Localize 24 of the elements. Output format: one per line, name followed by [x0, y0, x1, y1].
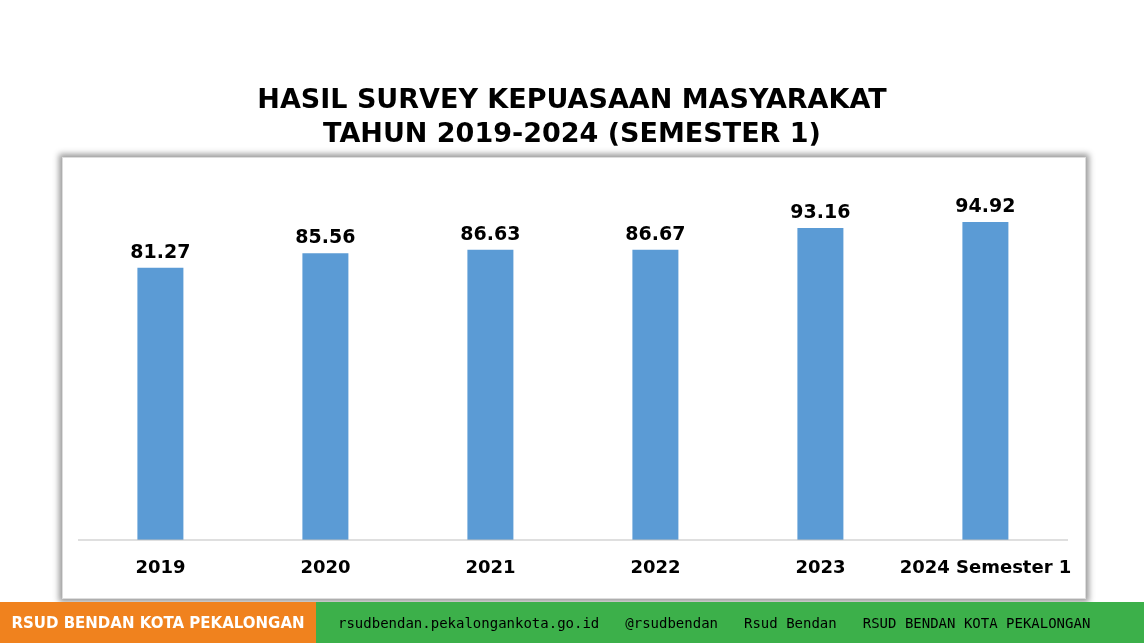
x-tick-label: 2019 [135, 555, 186, 577]
data-label: 85.56 [295, 225, 356, 248]
text: RSUD BENDAN KOTA PEKALONGAN [862, 614, 1091, 631]
bar [962, 222, 1009, 540]
bar [467, 249, 514, 540]
bar [137, 267, 184, 540]
bar [632, 249, 679, 540]
x-tick-label: 2023 [795, 555, 846, 577]
text: rsudbendan.pekalongankota.go.id [338, 614, 600, 631]
data-label: 94.92 [955, 194, 1016, 217]
x-tick-label: 2022 [630, 555, 681, 577]
x-tick-label: 2021 [465, 555, 516, 577]
bar [302, 253, 349, 540]
x-tick-label: 2024 Semester 1 [899, 555, 1072, 577]
data-label: 86.63 [460, 221, 521, 244]
text: Rsud Bendan [744, 614, 837, 631]
text: RSUD BENDAN KOTA PEKALONGAN [0, 602, 316, 643]
data-label: 93.16 [790, 199, 851, 222]
data-label: 86.67 [625, 221, 686, 244]
x-tick-label: 2020 [300, 555, 351, 577]
chart-title: HASIL SURVEY KEPUASAAN MASYARAKAT TAHUN 2019-2024 (SEMESTER 1) [256, 82, 888, 150]
text: @rsudbendan [625, 614, 719, 631]
data-label: 81.27 [130, 239, 191, 262]
bar [797, 227, 844, 540]
